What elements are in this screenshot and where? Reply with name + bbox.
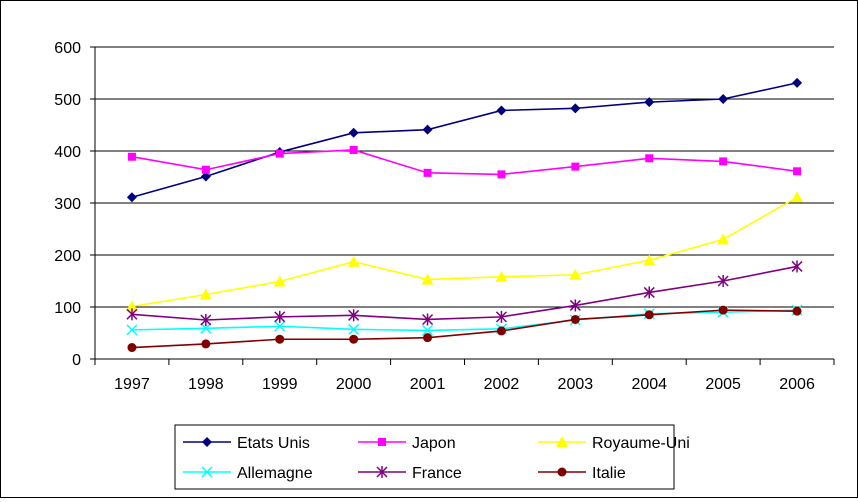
data-point-france xyxy=(717,275,729,287)
data-point-italie xyxy=(792,306,802,316)
data-point-royaume-uni xyxy=(421,273,434,285)
legend-marker-royaume-uni xyxy=(556,436,568,447)
data-point-allemagne xyxy=(274,320,286,332)
series-line-allemagne xyxy=(131,309,798,332)
legend-label: Italie xyxy=(592,465,626,482)
data-point-france xyxy=(126,308,138,321)
data-point-royaume-uni xyxy=(717,233,730,245)
x-tick-label: 1999 xyxy=(262,376,298,393)
x-tick-label: 2002 xyxy=(484,376,520,393)
legend-entry-italie: Italie xyxy=(538,465,626,482)
data-point-italie xyxy=(644,310,654,320)
series-line-france xyxy=(131,265,798,321)
data-point-etats-unis xyxy=(644,97,655,108)
data-point-etats-unis xyxy=(422,124,433,135)
legend-entry-france: France xyxy=(358,465,462,482)
legend-marker-italie xyxy=(557,467,567,477)
legend-entry-japon: Japon xyxy=(358,435,456,452)
y-tick-label: 400 xyxy=(54,144,81,161)
legend-label: Royaume-Uni xyxy=(592,435,690,452)
legend-label: Japon xyxy=(412,435,456,452)
data-point-italie xyxy=(127,343,137,353)
data-point-japon xyxy=(201,165,210,174)
data-point-france xyxy=(422,313,434,326)
data-point-etats-unis xyxy=(496,105,507,116)
data-point-etats-unis xyxy=(570,103,581,114)
data-point-france xyxy=(274,310,286,323)
legend-marker-japon xyxy=(378,438,386,446)
series-line-japon xyxy=(131,149,798,176)
x-tick-label: 2001 xyxy=(410,376,446,393)
data-point-royaume-uni xyxy=(125,300,138,312)
y-tick-label: 600 xyxy=(54,40,81,57)
x-tick-label: 2006 xyxy=(779,376,815,393)
data-point-royaume-uni xyxy=(347,255,360,267)
data-point-allemagne xyxy=(422,324,434,336)
data-point-japon xyxy=(793,167,802,176)
data-point-italie xyxy=(496,326,506,336)
data-point-france xyxy=(495,310,507,323)
data-point-japon xyxy=(571,162,580,171)
data-point-italie xyxy=(423,333,433,343)
data-point-royaume-uni xyxy=(791,191,804,203)
data-point-italie xyxy=(201,339,211,349)
data-point-allemagne xyxy=(348,323,360,335)
data-point-etats-unis xyxy=(126,192,137,203)
x-tick-label: 2004 xyxy=(631,376,667,393)
x-tick-label: 2000 xyxy=(336,376,372,393)
y-tick-label: 500 xyxy=(54,92,81,109)
legend-marker-france xyxy=(376,466,388,478)
data-point-japon xyxy=(497,170,506,179)
data-point-allemagne xyxy=(200,322,212,334)
legend-label: Allemagne xyxy=(237,465,313,482)
x-tick-label: 1997 xyxy=(114,376,150,393)
series-line-italie xyxy=(131,309,798,349)
data-point-etats-unis xyxy=(718,94,729,104)
legend-box xyxy=(174,424,675,490)
data-point-france xyxy=(348,309,360,322)
y-tick-label: 0 xyxy=(72,352,81,369)
data-point-france xyxy=(643,286,655,299)
data-point-royaume-uni xyxy=(273,275,286,287)
data-point-royaume-uni xyxy=(569,268,582,280)
data-point-japon xyxy=(645,154,654,163)
series-line-etats-unis xyxy=(131,82,798,199)
x-tick-label: 2005 xyxy=(705,376,741,393)
data-point-japon xyxy=(349,145,358,154)
data-point-japon xyxy=(275,149,284,158)
data-point-allemagne xyxy=(126,324,138,336)
data-point-italie xyxy=(349,334,359,344)
data-point-italie xyxy=(570,314,580,324)
data-point-japon xyxy=(423,168,432,177)
data-point-italie xyxy=(718,305,728,315)
y-tick-label: 200 xyxy=(54,248,81,265)
legend-label: France xyxy=(412,465,462,482)
data-point-france xyxy=(200,314,212,326)
legend-label: Etats Unis xyxy=(237,435,310,452)
data-point-royaume-uni xyxy=(643,254,656,266)
data-point-france xyxy=(569,299,581,312)
data-point-france xyxy=(791,260,803,273)
data-point-royaume-uni xyxy=(495,270,508,282)
legend-entry-allemagne: Allemagne xyxy=(183,465,313,482)
y-tick-label: 100 xyxy=(54,300,81,317)
legend-entry-royaume-uni: Royaume-Uni xyxy=(538,435,690,452)
legend-marker-allemagne xyxy=(201,466,213,478)
data-point-etats-unis xyxy=(200,171,211,182)
legend-entry-etats-unis: Etats Unis xyxy=(183,435,310,452)
data-point-italie xyxy=(275,334,285,344)
x-tick-label: 1998 xyxy=(188,376,224,393)
data-point-etats-unis xyxy=(348,127,359,138)
legend-marker-etats-unis xyxy=(202,437,212,447)
data-point-japon xyxy=(719,157,728,166)
data-point-royaume-uni xyxy=(199,288,212,300)
y-tick-label: 300 xyxy=(54,196,81,213)
data-point-etats-unis xyxy=(792,77,803,88)
data-point-japon xyxy=(127,152,136,161)
series-line-royaume-uni xyxy=(131,196,798,308)
x-tick-label: 2003 xyxy=(558,376,594,393)
